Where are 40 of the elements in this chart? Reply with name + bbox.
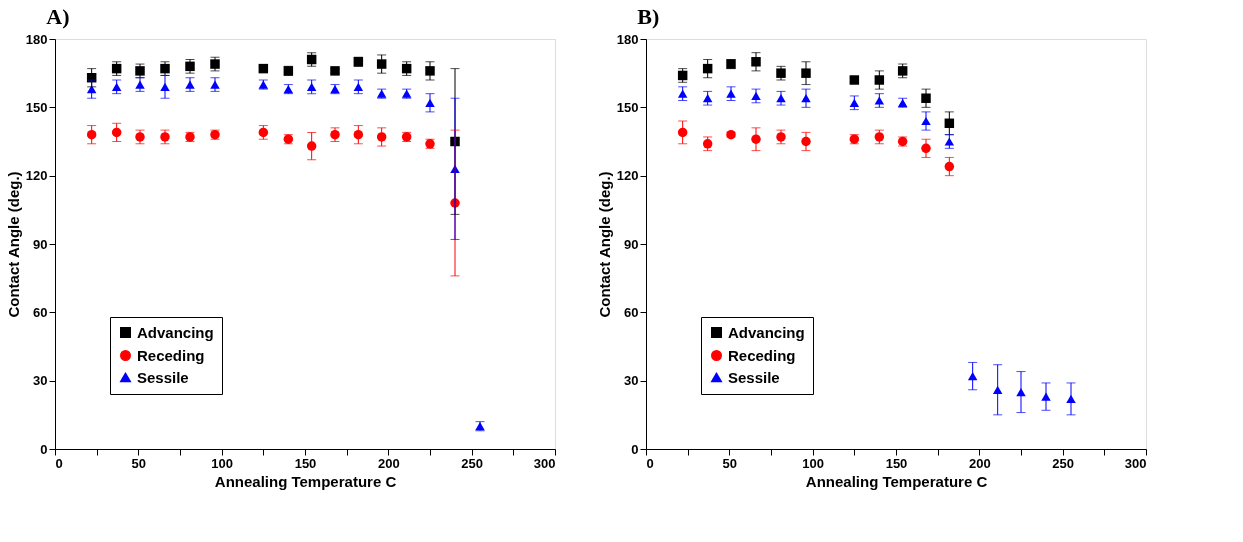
y-tick-label: 120 bbox=[25, 168, 48, 184]
y-axis-title: Contact Angle (deg.) bbox=[4, 171, 22, 318]
x-tick-label: 100 bbox=[802, 455, 825, 471]
x-tick-label: 150 bbox=[294, 455, 317, 471]
x-tick-label: 50 bbox=[131, 455, 147, 471]
chart-title: A) bbox=[46, 4, 70, 29]
x-tick-label: 50 bbox=[722, 455, 738, 471]
y-tick-label: 60 bbox=[33, 304, 48, 320]
y-tick-label: 150 bbox=[616, 99, 639, 115]
y-tick-label: 60 bbox=[624, 304, 639, 320]
y-tick-label: 90 bbox=[624, 236, 639, 252]
y-tick-label: 120 bbox=[616, 168, 639, 184]
x-tick-label: 150 bbox=[885, 455, 908, 471]
x-axis-title: Annealing Temperature C bbox=[214, 472, 397, 490]
y-tick-label: 180 bbox=[616, 31, 639, 47]
y-tick-label: 0 bbox=[631, 441, 639, 457]
x-tick-label: 200 bbox=[968, 455, 991, 471]
x-axis-title: Annealing Temperature C bbox=[805, 472, 988, 490]
y-tick-label: 90 bbox=[33, 236, 48, 252]
y-tick-label: 30 bbox=[33, 373, 48, 389]
y-tick-label: 150 bbox=[25, 99, 48, 115]
y-tick-label: 0 bbox=[40, 441, 48, 457]
legend-label: Advancing bbox=[728, 323, 805, 341]
x-tick-label: 100 bbox=[211, 455, 234, 471]
legend-label: Sessile bbox=[137, 368, 189, 386]
x-tick-label: 250 bbox=[1052, 455, 1075, 471]
x-tick-label: 0 bbox=[55, 455, 63, 471]
x-tick-label: 300 bbox=[533, 455, 556, 471]
x-tick-label: 200 bbox=[377, 455, 400, 471]
x-tick-label: 0 bbox=[646, 455, 654, 471]
y-tick-label: 30 bbox=[624, 373, 639, 389]
x-tick-label: 300 bbox=[1124, 455, 1147, 471]
x-tick-label: 250 bbox=[461, 455, 484, 471]
legend-label: Receding bbox=[728, 346, 796, 364]
y-tick-label: 180 bbox=[25, 31, 48, 47]
legend-label: Receding bbox=[137, 346, 205, 364]
y-axis-title: Contact Angle (deg.) bbox=[595, 171, 613, 318]
legend-label: Sessile bbox=[728, 368, 780, 386]
legend-label: Advancing bbox=[137, 323, 214, 341]
chart-title: B) bbox=[637, 4, 660, 29]
